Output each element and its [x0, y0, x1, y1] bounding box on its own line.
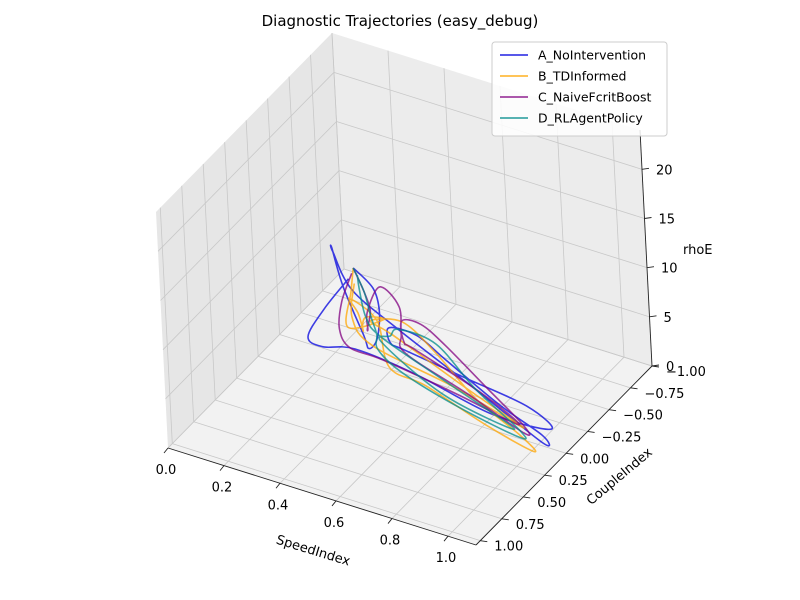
x-tick-mark: [219, 465, 225, 471]
x-tick-label: 0.6: [324, 516, 345, 531]
z-tick-label: 15: [659, 213, 676, 228]
y-tick-mark: [501, 518, 509, 521]
series-line-B_TDInformed: [345, 267, 537, 453]
y-tick-label: 0.75: [516, 518, 545, 533]
x-axis-label: SpeedIndex: [274, 533, 352, 570]
left-pane: [156, 33, 344, 448]
y-gridline: [236, 377, 545, 476]
y-tick-mark: [587, 431, 595, 433]
series-line-D_RLAgentPolicy: [352, 267, 527, 440]
y-gridline: [172, 443, 481, 542]
y-gridline: [322, 290, 631, 389]
series-line-C_NaiveFcritBoost: [338, 267, 531, 436]
y-gridline: [215, 399, 524, 498]
z-gridline: [333, 71, 643, 170]
z-gridline: [165, 219, 342, 400]
x-gridline: [447, 356, 625, 537]
x-tick-label: 1.0: [436, 551, 457, 566]
y-tick-mark: [523, 496, 531, 499]
x-tick-mark: [443, 535, 449, 542]
x-tick-mark: [387, 518, 393, 524]
z-gridline: [343, 268, 653, 367]
y-tick-mark: [609, 409, 617, 412]
z-gridline: [157, 72, 335, 252]
floor-pane: [168, 269, 652, 545]
legend-entry: D_RLAgentPolicy: [538, 111, 643, 126]
y-tick-label: 1.00: [494, 540, 523, 555]
z-tick-mark: [644, 217, 652, 219]
x-tick-mark: [275, 482, 281, 489]
y-tick-label: −0.50: [623, 409, 663, 424]
x-tick-label: 0.0: [156, 463, 177, 478]
z-tick-label: 5: [664, 311, 672, 326]
y-tick-mark: [566, 452, 574, 455]
x-gridline: [335, 321, 513, 502]
legend: A_NoIntervention B_TDInformed C_NaiveFcrit…: [491, 41, 668, 137]
y-gridline: [258, 355, 567, 454]
z-gridline: [160, 121, 337, 301]
y-tick-label: 0.50: [537, 496, 566, 511]
z-gridline: [338, 170, 648, 269]
z-tick-mark: [641, 167, 650, 170]
legend-entry: C_NaiveFcritBoost: [538, 90, 652, 105]
z-gridline: [341, 219, 650, 318]
y-tick-label: 0.00: [580, 452, 609, 467]
x-tick-mark: [163, 447, 169, 454]
chart-title: Diagnostic Trajectories (easy_debug): [262, 12, 539, 31]
y-tick-label: −0.75: [645, 387, 685, 402]
legend-entry: B_TDInformed: [538, 69, 626, 84]
x-axis-line: [167, 447, 477, 546]
z-axis-label: rhoE: [683, 243, 713, 258]
z-tick-mark: [646, 266, 655, 269]
z-tick-label: 20: [656, 163, 673, 178]
z-tick-mark: [651, 364, 660, 367]
z-tick-label: 10: [661, 262, 678, 277]
z-tick-mark: [649, 315, 657, 318]
y-gridline: [193, 421, 502, 520]
x-tick-label: 0.2: [212, 481, 233, 496]
legend-entry: A_NoIntervention: [538, 48, 646, 63]
x-tick-label: 0.8: [380, 534, 401, 549]
x-gridline: [391, 339, 569, 519]
y-axis-line: [475, 365, 653, 546]
z-gridline: [162, 170, 340, 350]
y-tick-mark: [630, 387, 638, 390]
z-gridline: [336, 121, 645, 219]
x-tick-mark: [331, 500, 337, 507]
y-tick-label: −1.00: [666, 365, 706, 380]
y-tick-label: −0.25: [602, 430, 642, 445]
x-gridline: [279, 303, 457, 484]
y-tick-mark: [544, 474, 552, 477]
x-tick-label: 0.4: [268, 498, 289, 513]
y-tick-mark: [480, 540, 488, 543]
legend-box: [491, 41, 668, 137]
y-tick-label: 0.25: [559, 474, 588, 489]
z-gridline: [167, 268, 345, 449]
z-tick-label: 0: [666, 360, 674, 375]
